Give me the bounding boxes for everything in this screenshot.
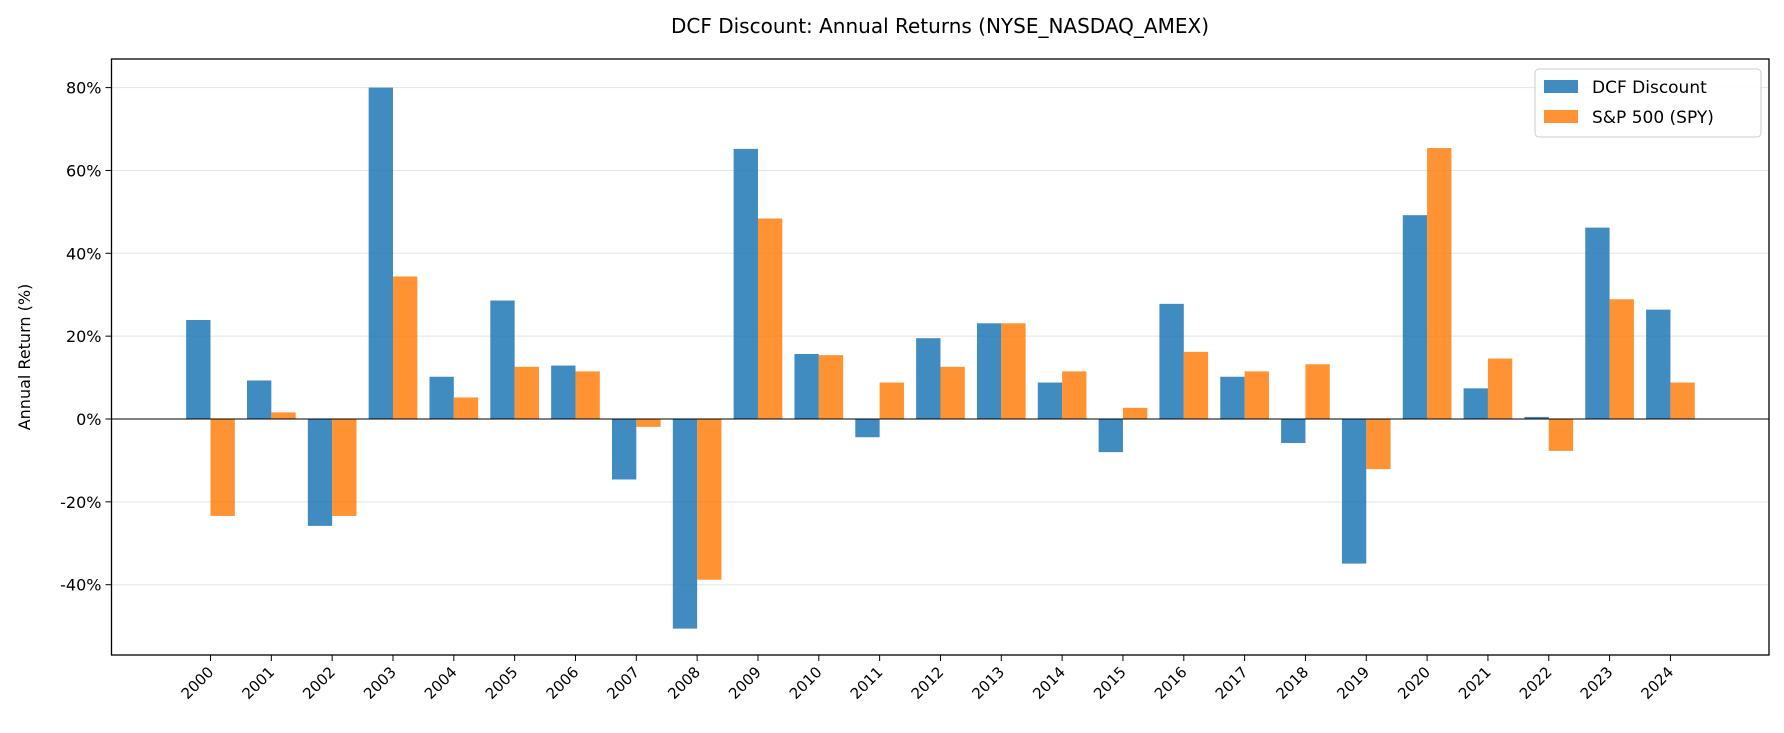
bar-spy-2009	[757, 218, 783, 419]
x-tick-label: 2022	[1516, 663, 1556, 703]
x-tick-label: 2009	[725, 663, 765, 703]
x-tick-label: 2023	[1577, 663, 1617, 703]
x-tick-label: 2018	[1273, 663, 1313, 703]
y-tick-label: 20%	[66, 327, 102, 346]
bar-dcf-2013	[976, 323, 1002, 419]
legend-label-spy: S&P 500 (SPY)	[1592, 108, 1714, 128]
y-tick-label: 80%	[66, 79, 102, 98]
bar-spy-2018	[1305, 364, 1330, 419]
bar-dcf-2005	[490, 300, 515, 419]
x-ticks: 2000 2001 2002 2003 2004 2005 2006 2007 2008 2009…	[178, 655, 1678, 703]
bar-dcf-2023	[1585, 227, 1610, 419]
legend-label-dcf: DCF Discount	[1592, 78, 1707, 98]
bar-dcf-2021	[1463, 388, 1488, 419]
bar-dcf-2012	[916, 338, 941, 419]
x-tick-label: 2012	[908, 663, 948, 703]
y-tick-label: 40%	[66, 244, 102, 263]
bar-dcf-2006	[551, 365, 576, 419]
bar-spy-2000	[210, 419, 235, 516]
bar-dcf-2019	[1341, 419, 1367, 564]
bar-spy-2004	[453, 397, 479, 419]
y-tick-label: 0%	[76, 410, 101, 429]
bar-spy-2013	[1001, 323, 1026, 419]
bar-dcf-2000	[186, 319, 211, 419]
bar-dcf-2016	[1159, 303, 1184, 419]
bar-dcf-2014	[1037, 382, 1063, 419]
x-tick-label: 2021	[1455, 663, 1495, 703]
x-tick-label: 2005	[482, 663, 522, 703]
bar-spy-2017	[1244, 371, 1269, 419]
bar-spy-2021	[1487, 358, 1513, 419]
bar-spy-2010	[818, 355, 844, 419]
y-tick-label: -20%	[60, 493, 101, 512]
y-tick-label: 60%	[66, 161, 102, 180]
bar-spy-2008	[697, 419, 722, 580]
bar-spy-2022	[1548, 419, 1574, 451]
legend-swatch-spy	[1544, 110, 1578, 123]
y-axis-label: Annual Return (%)	[15, 284, 34, 431]
bar-dcf-2024	[1646, 309, 1671, 419]
bar-spy-2015	[1122, 407, 1148, 419]
bar-dcf-2022	[1524, 416, 1549, 419]
bar-spy-2019	[1366, 419, 1391, 470]
bar-dcf-2008	[672, 419, 698, 629]
y-ticks: -40% -20% 0% 20% 40% 60% 80%	[60, 79, 112, 595]
x-tick-label: 2013	[968, 663, 1008, 703]
x-tick-label: 2002	[299, 663, 339, 703]
grid-lines	[111, 87, 1769, 586]
bar-spy-2020	[1427, 148, 1452, 419]
bar-dcf-2009	[733, 148, 758, 419]
bar-dcf-2002	[307, 419, 333, 526]
x-tick-label: 2010	[786, 663, 826, 703]
x-tick-label: 2019	[1333, 663, 1373, 703]
x-tick-label: 2007	[603, 663, 643, 703]
bar-dcf-2010	[794, 353, 819, 419]
bar-dcf-2001	[246, 380, 272, 419]
x-tick-label: 2008	[664, 663, 704, 703]
y-tick-label: -40%	[60, 576, 101, 595]
legend: DCF Discount S&P 500 (SPY)	[1534, 68, 1762, 138]
bar-dcf-2011	[855, 419, 880, 438]
bar-dcf-2018	[1281, 419, 1306, 444]
bar-spy-2023	[1609, 299, 1634, 419]
x-tick-label: 2017	[1212, 663, 1252, 703]
x-tick-label: 2016	[1151, 663, 1191, 703]
x-tick-label: 2004	[421, 663, 461, 703]
x-tick-label: 2006	[543, 663, 583, 703]
x-tick-label: 2015	[1090, 663, 1130, 703]
bar-dcf-2003	[368, 87, 393, 419]
x-tick-label: 2011	[847, 663, 887, 703]
x-tick-label: 2020	[1394, 663, 1434, 703]
x-tick-label: 2001	[238, 663, 278, 703]
bar-dcf-2015	[1098, 419, 1123, 453]
bar-spy-2005	[514, 366, 539, 419]
x-tick-label: 2003	[360, 663, 400, 703]
bar-spy-2003	[392, 276, 418, 419]
bar-dcf-2020	[1402, 215, 1428, 419]
legend-swatch-dcf	[1544, 80, 1578, 93]
x-tick-label: 2000	[178, 663, 218, 703]
bar-spy-2024	[1670, 382, 1695, 419]
chart-title: DCF Discount: Annual Returns (NYSE_NASDA…	[671, 14, 1209, 38]
bar-spy-2012	[940, 366, 965, 419]
x-tick-label: 2024	[1638, 663, 1678, 703]
bar-spy-2014	[1062, 371, 1087, 419]
bars	[186, 87, 1695, 629]
bar-spy-2011	[879, 382, 904, 419]
bar-spy-2006	[575, 371, 600, 419]
bar-dcf-2004	[429, 376, 454, 419]
bar-spy-2016	[1183, 351, 1209, 419]
bar-spy-2007	[636, 419, 661, 427]
bar-dcf-2007	[611, 419, 637, 480]
bar-spy-2001	[271, 412, 296, 419]
x-tick-label: 2014	[1029, 663, 1069, 703]
bar-spy-2002	[332, 419, 357, 516]
bar-dcf-2017	[1220, 376, 1245, 419]
